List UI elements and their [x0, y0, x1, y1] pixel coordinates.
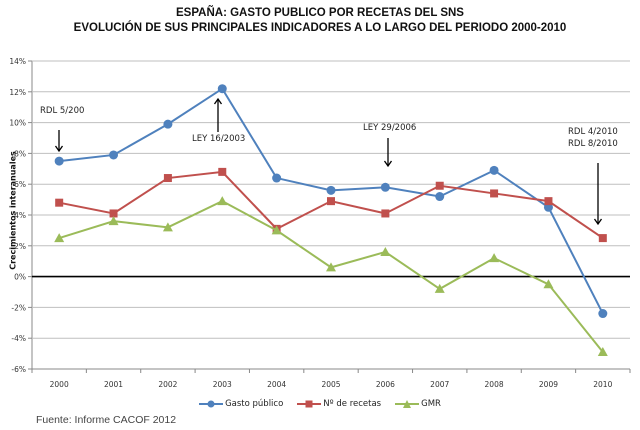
data-point-gasto [163, 119, 173, 129]
y-tick-label: 14% [9, 57, 26, 66]
data-point-gmr [54, 233, 65, 243]
x-tick-label: 2009 [539, 380, 558, 389]
data-point-recetas [163, 174, 172, 183]
data-point-gmr [489, 253, 500, 263]
arrow-head [383, 160, 393, 168]
data-point-gmr [380, 246, 391, 256]
data-point-gasto [272, 173, 282, 183]
annotation-label: LEY 29/2006 [363, 123, 416, 133]
data-point-gasto [598, 309, 608, 319]
source-note: Fuente: Informe CACOF 2012 [36, 414, 177, 426]
legend-circle-icon [199, 400, 224, 408]
x-tick-label: 2010 [593, 380, 612, 389]
data-point-gasto [217, 84, 227, 94]
x-tick-label: 2006 [376, 380, 395, 389]
legend-label: Nº de recetas [323, 399, 382, 409]
legend-item: GMR [395, 399, 441, 409]
y-tick-label: -6% [11, 365, 26, 374]
legend: Gasto público Nº de recetas GMR [0, 399, 640, 409]
x-tick-label: 2003 [213, 380, 232, 389]
legend-triangle-icon [395, 400, 420, 408]
legend-item: Gasto público [199, 399, 283, 409]
x-tick-label: 2002 [158, 380, 177, 389]
data-point-recetas [109, 209, 118, 218]
data-point-recetas [327, 197, 335, 206]
y-tick-label: 6% [14, 180, 26, 189]
legend-square-icon [297, 400, 322, 408]
legend-marker [403, 400, 412, 408]
chart-subtitle: EVOLUCIÓN DE SUS PRINCIPALES INDICADORES… [73, 22, 567, 34]
data-point-gasto [326, 185, 336, 195]
legend-item: Nº de recetas [297, 399, 381, 409]
y-tick-label: 8% [14, 149, 26, 158]
annotation-label: RDL 8/2010 [568, 139, 618, 149]
data-point-gmr [271, 225, 282, 235]
legend-label: Gasto público [225, 399, 284, 409]
legend-marker [305, 400, 313, 408]
data-point-gmr [597, 347, 608, 357]
y-tick-label: -4% [11, 334, 26, 343]
chart-title: ESPAÑA: GASTO PUBLICO POR RECETAS DEL SN… [176, 7, 464, 19]
data-point-gasto [435, 192, 445, 202]
data-point-recetas [598, 234, 607, 243]
y-tick-label: 4% [14, 211, 26, 220]
data-point-gmr [543, 279, 554, 289]
legend-label: GMR [421, 399, 441, 409]
y-tick-label: 12% [9, 88, 26, 97]
y-tick-label: 0% [14, 273, 26, 282]
data-point-recetas [435, 181, 444, 190]
annotation-label: RDL 5/200 [40, 106, 84, 116]
arrow-head [593, 218, 603, 226]
x-tick-label: 2007 [430, 380, 449, 389]
x-tick-label: 2005 [321, 380, 340, 389]
data-point-recetas [544, 197, 553, 206]
x-tick-label: 2000 [50, 380, 69, 389]
data-point-recetas [490, 189, 499, 198]
y-tick-label: 2% [14, 242, 26, 251]
data-point-gmr [326, 262, 336, 272]
y-tick-label: -2% [11, 303, 26, 312]
arrow-head [213, 97, 223, 105]
x-tick-label: 2008 [485, 380, 504, 389]
data-point-recetas [381, 209, 390, 218]
x-tick-label: 2001 [104, 380, 123, 389]
data-point-gmr [162, 222, 173, 232]
data-point-gasto [380, 182, 390, 192]
arrow-head [54, 145, 64, 153]
legend-marker [207, 400, 215, 408]
y-tick-label: 10% [9, 119, 26, 128]
data-point-gmr [108, 216, 119, 226]
data-point-gasto [489, 165, 499, 175]
x-tick-label: 2004 [267, 380, 286, 389]
annotation-label: RDL 4/2010 [568, 127, 618, 137]
data-point-gmr [434, 283, 445, 293]
annotation-label: LEY 16/2003 [192, 134, 245, 144]
data-point-gmr [217, 196, 228, 206]
data-point-recetas [218, 167, 227, 176]
data-point-gasto [109, 150, 119, 160]
data-point-recetas [55, 198, 64, 207]
data-point-gasto [54, 156, 64, 166]
